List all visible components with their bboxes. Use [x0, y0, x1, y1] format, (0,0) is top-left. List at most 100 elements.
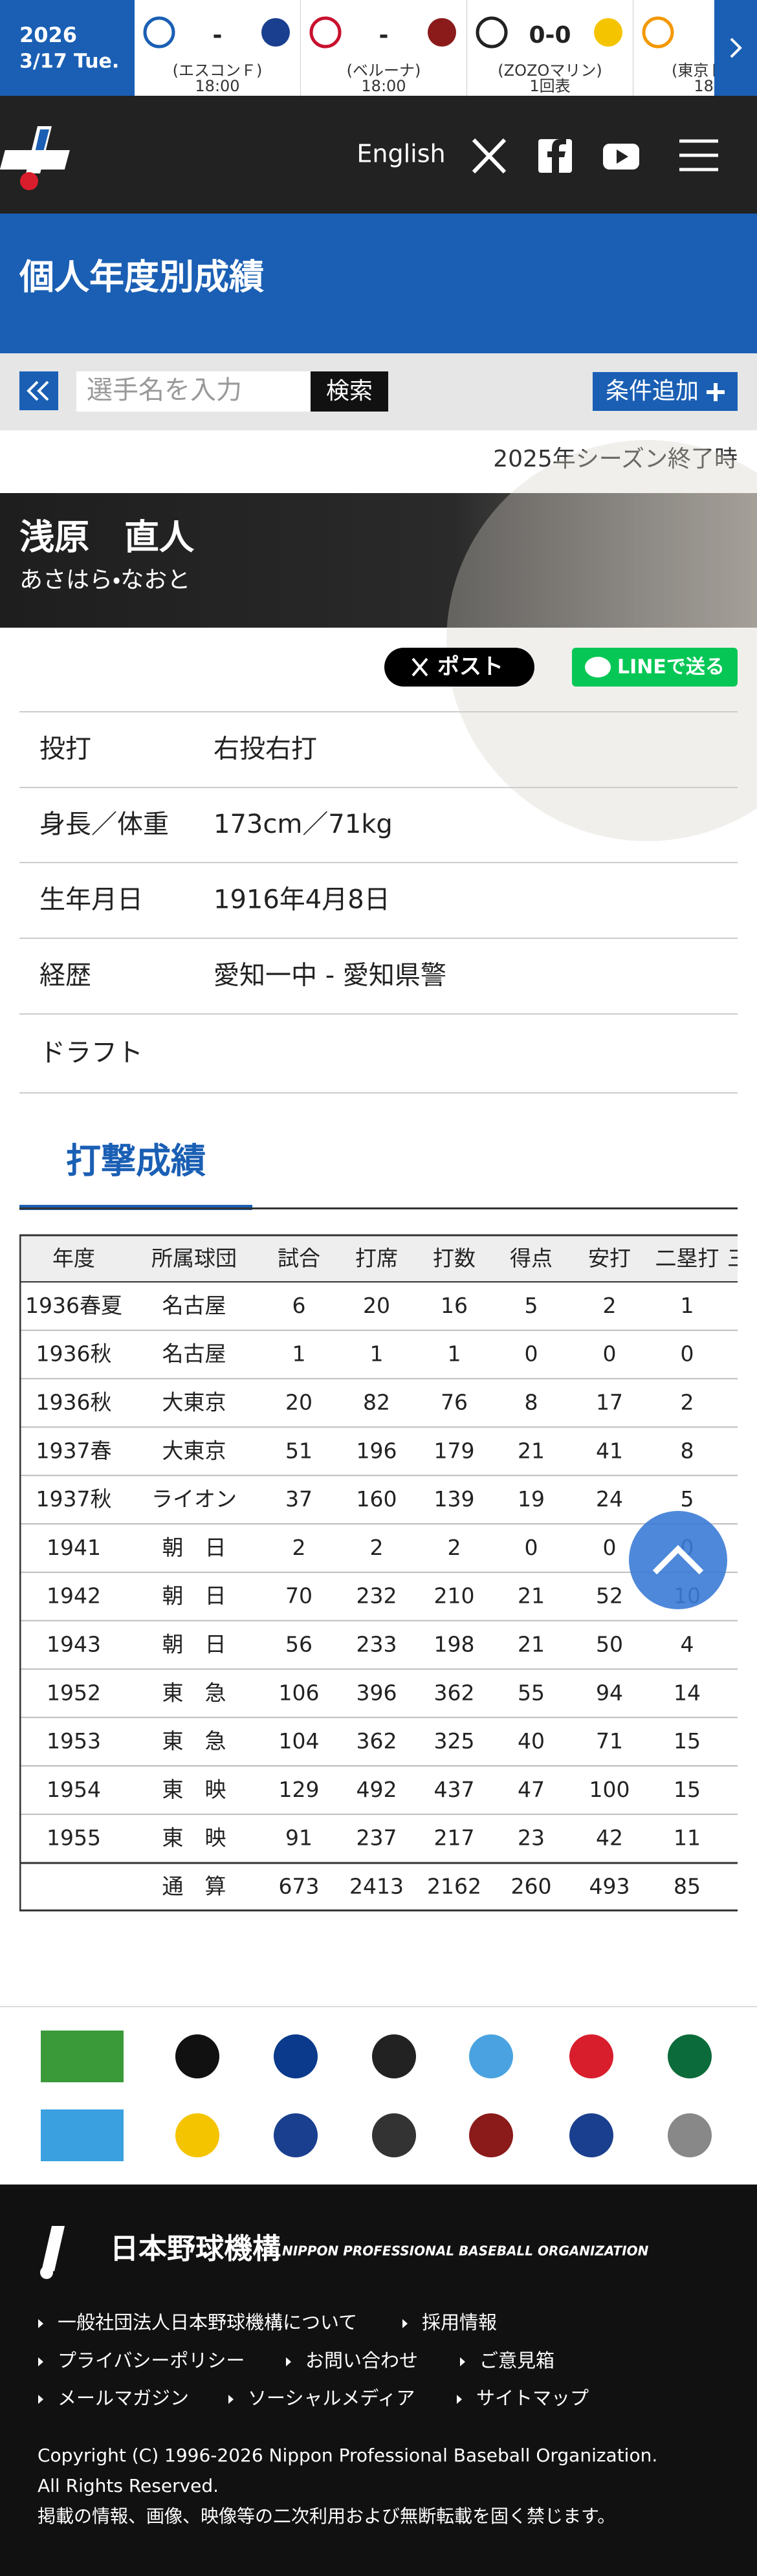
game[interactable]: 0-0 (ZOZOマリン)1回表 — [476, 0, 633, 96]
row-rule — [19, 1329, 738, 1331]
team-logo[interactable] — [469, 2113, 513, 2157]
footer-link[interactable]: お問い合わせ — [305, 2350, 418, 2372]
search-input[interactable] — [76, 371, 311, 412]
game[interactable]: - (エスコンＦ)18:00 — [143, 0, 301, 96]
team-logo[interactable] — [274, 2034, 318, 2078]
post-button[interactable] — [384, 648, 534, 687]
profile-rule — [19, 938, 738, 939]
footer-link[interactable]: 一般社団法人日本野球機構について — [58, 2311, 357, 2333]
team-logo — [261, 18, 290, 47]
team-logos — [41, 2031, 712, 2161]
table-cell: 23 — [518, 1825, 545, 1851]
footer-org-en: NIPPON PROFESSIONAL BASEBALL ORGANIZATIO… — [282, 2243, 649, 2259]
footer-link[interactable]: ソーシャルメディア — [248, 2387, 415, 2409]
x-icon[interactable] — [472, 138, 507, 174]
table-cell: 4 — [681, 1632, 694, 1657]
footer-link[interactable]: プライバシーポリシー — [58, 2350, 245, 2372]
table-cell: 8 — [525, 1390, 538, 1415]
table-cell: 朝 日 — [162, 1583, 226, 1609]
team-logo[interactable] — [569, 2034, 613, 2078]
column-header: 試合 — [278, 1246, 320, 1271]
team-logo[interactable] — [668, 2113, 712, 2157]
table-cell: 1 — [448, 1341, 461, 1367]
footer-link[interactable]: サイトマップ — [476, 2387, 589, 2409]
table-cell: 1955 — [47, 1825, 101, 1851]
title-band — [0, 214, 757, 353]
table-cell: 1942 — [47, 1583, 101, 1609]
table-cell: 0 — [603, 1341, 617, 1367]
team-logo[interactable] — [372, 2113, 416, 2157]
team-logo[interactable] — [668, 2034, 712, 2078]
table-cell: 東 映 — [162, 1825, 226, 1851]
footer-link[interactable]: ご意見箱 — [479, 2350, 554, 2372]
game-divider — [466, 0, 467, 96]
table-cell: 196 — [357, 1438, 397, 1463]
table-cell: 70 — [285, 1583, 313, 1609]
next-icon — [730, 38, 742, 58]
table-cell: 362 — [434, 1680, 475, 1705]
team-logo[interactable] — [469, 2034, 513, 2078]
scroll-top-button[interactable] — [629, 1511, 727, 1609]
profile-rule — [19, 787, 738, 788]
page-title: 個人年度別成績 — [19, 257, 264, 298]
post-label: ポスト — [437, 654, 503, 680]
team-logo[interactable] — [569, 2113, 613, 2157]
table-cell: 名古屋 — [162, 1341, 226, 1367]
footer-logo[interactable] — [40, 2226, 65, 2279]
table-cell: 1952 — [47, 1680, 101, 1705]
line-button[interactable] — [572, 648, 738, 687]
team-logo[interactable] — [41, 2109, 124, 2161]
language-link[interactable]: English — [357, 140, 445, 168]
table-cell: 100 — [589, 1777, 630, 1802]
copyright-line: Copyright (C) 1996-2026 Nippon Professio… — [38, 2445, 657, 2466]
table-cell: 2 — [292, 1535, 306, 1560]
team-logo — [476, 16, 508, 49]
table-cell: 71 — [596, 1728, 623, 1754]
table-cell: 朝 日 — [162, 1535, 226, 1560]
team-logo[interactable] — [175, 2034, 219, 2078]
team-logo[interactable] — [274, 2113, 318, 2157]
profile-rule — [19, 711, 738, 712]
table-cell: 17 — [596, 1390, 623, 1415]
total-cell: 2162 — [427, 1874, 481, 1899]
line-label: LINEで送る — [617, 656, 725, 679]
baseball-image — [446, 440, 757, 841]
profile-label: 生年月日 — [39, 885, 143, 915]
profile-label: ドラフト — [39, 1038, 143, 1068]
profile-value: 愛知一中 - 愛知県警 — [214, 961, 446, 991]
team-logo[interactable] — [372, 2034, 416, 2078]
table-cell: 8 — [681, 1438, 694, 1463]
total-label: 通 算 — [162, 1874, 226, 1899]
link-bullet — [38, 2357, 43, 2366]
table-cell: 139 — [434, 1486, 475, 1512]
table-cell: 91 — [285, 1825, 313, 1851]
team-logo — [309, 16, 342, 49]
table-cell: 14 — [674, 1680, 701, 1705]
profile-value: 1916年4月8日 — [214, 885, 390, 915]
facebook-f — [547, 139, 566, 173]
row-rule — [19, 1620, 738, 1622]
table-cell: 40 — [518, 1728, 545, 1754]
team-logo[interactable] — [41, 2031, 124, 2082]
game[interactable]: (東京ドーム)18:00 — [642, 0, 757, 96]
column-header: 打席 — [355, 1246, 398, 1271]
footer-link[interactable]: メールマガジン — [58, 2387, 189, 2409]
search-button[interactable] — [311, 371, 388, 412]
npb-logo[interactable] — [0, 126, 70, 190]
table-cell: 56 — [285, 1632, 313, 1657]
footer-link[interactable]: 採用情報 — [422, 2311, 497, 2333]
column-header: 二塁打 — [655, 1246, 719, 1271]
team-logo[interactable] — [175, 2113, 219, 2157]
team-logo — [642, 16, 674, 49]
game-score: 0-0 — [529, 22, 571, 49]
table-cell: 396 — [357, 1680, 397, 1705]
next-button[interactable] — [714, 0, 757, 96]
game[interactable]: - (ベルーナ)18:00 — [309, 0, 467, 96]
table-cell: 1937秋 — [36, 1486, 112, 1512]
menu-icon[interactable] — [679, 139, 718, 171]
table-cell: 42 — [596, 1825, 623, 1851]
table-cell: 52 — [596, 1583, 623, 1609]
copyright-line: All Rights Reserved. — [38, 2475, 219, 2496]
row-rule — [19, 1523, 738, 1525]
